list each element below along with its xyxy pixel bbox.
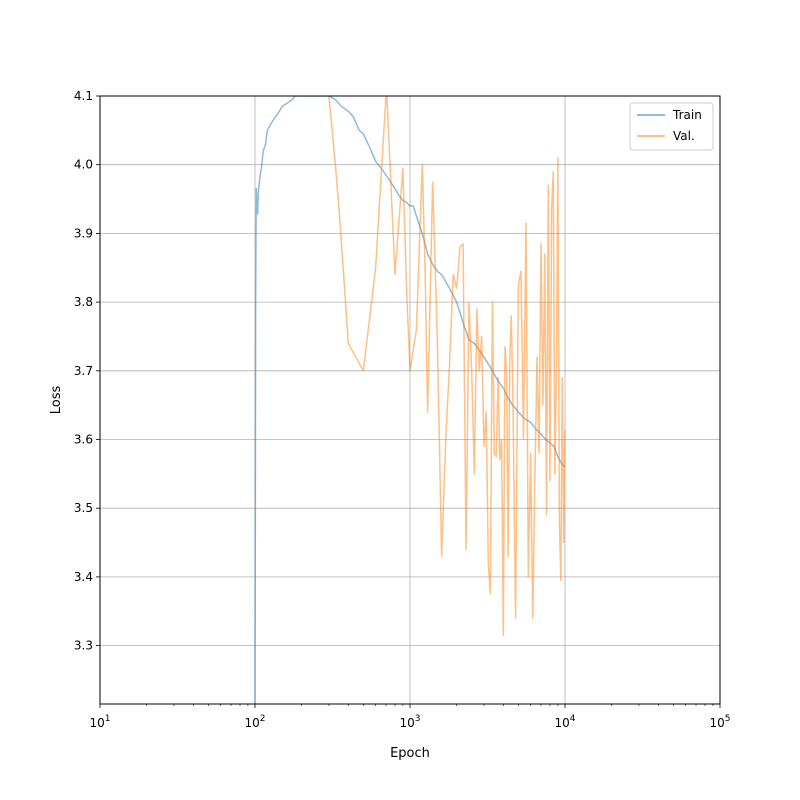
y-tick-label: 3.8	[74, 295, 93, 309]
y-tick-label: 3.5	[74, 501, 93, 515]
legend-label-train: Train	[672, 108, 702, 122]
y-tick-label: 3.7	[74, 364, 93, 378]
x-axis-label: Epoch	[390, 746, 430, 761]
y-tick-label: 3.6	[74, 433, 93, 447]
y-axis-label: Loss	[49, 386, 64, 415]
axis-ticks: 101 102 103 104 105 3.3 3.4 3.5 3.6 3.7 3.8 3.9 4.0 4…	[74, 89, 731, 730]
x-tick-label: 102	[244, 714, 265, 730]
x-tick-label: 103	[399, 714, 420, 730]
y-tick-label: 3.9	[74, 226, 93, 240]
y-tick-label: 3.3	[74, 639, 93, 653]
grid-lines	[99, 95, 721, 704]
y-tick-label: 4.1	[74, 89, 93, 103]
legend-label-val: Val.	[673, 129, 695, 143]
x-tick-label: 105	[709, 714, 730, 730]
x-tick-label: 101	[89, 714, 110, 730]
y-tick-label: 4.0	[74, 158, 93, 172]
x-tick-label: 104	[554, 714, 575, 730]
series-line-val	[328, 96, 566, 637]
y-tick-label: 3.4	[74, 570, 93, 584]
series-lines	[254, 96, 566, 704]
legend: Train Val.	[629, 102, 714, 151]
